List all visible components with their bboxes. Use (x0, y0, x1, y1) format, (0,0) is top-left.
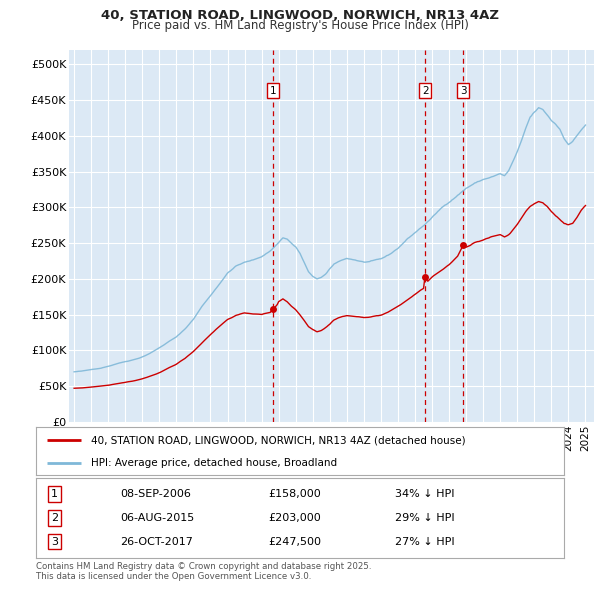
Text: Contains HM Land Registry data © Crown copyright and database right 2025.
This d: Contains HM Land Registry data © Crown c… (36, 562, 371, 581)
Text: 27% ↓ HPI: 27% ↓ HPI (395, 537, 455, 546)
Text: Price paid vs. HM Land Registry's House Price Index (HPI): Price paid vs. HM Land Registry's House … (131, 19, 469, 32)
Text: 29% ↓ HPI: 29% ↓ HPI (395, 513, 455, 523)
Text: 2: 2 (422, 86, 428, 96)
Text: 1: 1 (270, 86, 277, 96)
Text: £203,000: £203,000 (268, 513, 321, 523)
Text: 2: 2 (51, 513, 58, 523)
Text: 40, STATION ROAD, LINGWOOD, NORWICH, NR13 4AZ (detached house): 40, STATION ROAD, LINGWOOD, NORWICH, NR1… (91, 435, 466, 445)
Text: £247,500: £247,500 (268, 537, 322, 546)
Text: 08-SEP-2006: 08-SEP-2006 (121, 489, 191, 499)
Text: 1: 1 (51, 489, 58, 499)
Text: 40, STATION ROAD, LINGWOOD, NORWICH, NR13 4AZ: 40, STATION ROAD, LINGWOOD, NORWICH, NR1… (101, 9, 499, 22)
Text: £158,000: £158,000 (268, 489, 321, 499)
Text: HPI: Average price, detached house, Broadland: HPI: Average price, detached house, Broa… (91, 458, 338, 468)
Text: 26-OCT-2017: 26-OCT-2017 (121, 537, 193, 546)
Text: 34% ↓ HPI: 34% ↓ HPI (395, 489, 455, 499)
Text: 3: 3 (460, 86, 466, 96)
Text: 3: 3 (51, 537, 58, 546)
Text: 06-AUG-2015: 06-AUG-2015 (121, 513, 195, 523)
